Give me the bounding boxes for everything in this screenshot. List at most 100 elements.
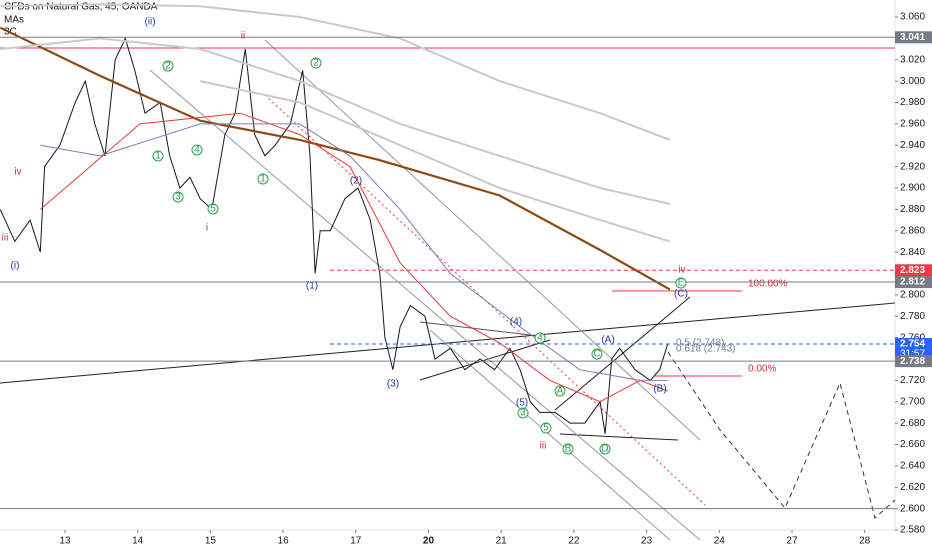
wave-label: iii: [540, 441, 547, 452]
y-tick-label: 3.020: [900, 54, 925, 65]
indicator: MAs: [4, 15, 24, 26]
series-line: [0, 3, 671, 141]
y-tick-label: 2.860: [900, 225, 925, 236]
wave-label: (i): [11, 261, 20, 272]
y-tick-label: 2.920: [900, 161, 925, 172]
wave-circle: [257, 173, 269, 185]
series-line: [0, 26, 671, 291]
chart-title: CFDs on Natural Gas, 45, OANDA: [4, 2, 158, 13]
wave-circle: [191, 144, 203, 156]
wave-label: i: [206, 223, 208, 234]
wave-circle: [207, 203, 219, 215]
x-tick-label: 22: [568, 536, 580, 547]
wave-label: (2): [350, 176, 362, 187]
series-line: [0, 37, 671, 205]
wave-label: (4): [510, 317, 522, 328]
y-tick-label: 2.700: [900, 396, 925, 407]
wave-label: 2: [313, 58, 319, 69]
wave-label: (1): [306, 281, 318, 292]
y-tick-label: 2.600: [900, 503, 925, 514]
price-label: 2.754: [900, 339, 925, 350]
series-line: [199, 80, 671, 243]
x-tick-label: 28: [859, 536, 871, 547]
x-tick-label: 15: [205, 536, 217, 547]
wave-circle: [599, 443, 611, 455]
y-tick-label: 2.900: [900, 183, 925, 194]
wave-label: E: [678, 278, 685, 289]
wave-circle: [310, 57, 322, 69]
wave-label: (C): [674, 289, 688, 300]
wave-circle: [152, 150, 164, 162]
wave-label: iv: [678, 265, 685, 276]
y-tick-label: 2.960: [900, 119, 925, 130]
price-label-bg: [895, 264, 932, 277]
x-tick-label: 24: [714, 536, 726, 547]
x-tick-label: 20: [423, 536, 435, 547]
wave-circle: [540, 422, 552, 434]
wave-circle: [172, 191, 184, 203]
y-tick-label: 2.880: [900, 204, 925, 215]
x-tick-label: 13: [59, 536, 71, 547]
wave-label: 5: [210, 204, 216, 215]
price-label: 2.812: [900, 277, 925, 288]
y-tick-label: 3.060: [900, 12, 925, 23]
series-line: [0, 37, 669, 434]
wave-label: A: [557, 386, 564, 397]
y-tick-label: 2.620: [900, 482, 925, 493]
price-label-bg: [895, 31, 932, 44]
x-tick-label: 21: [496, 536, 508, 547]
y-tick-label: 3.000: [900, 76, 925, 87]
projection: [667, 351, 896, 519]
x-tick-label: 17: [350, 536, 362, 547]
wave-label: 1: [260, 174, 266, 185]
drawing: [264, 39, 701, 441]
wave-label: (A): [601, 335, 614, 346]
series-line: [40, 123, 668, 381]
wave-circle: [554, 385, 566, 397]
wave-label: 100.00%: [748, 279, 788, 290]
drawing: [559, 433, 679, 441]
drawing: [419, 321, 531, 336]
wave-label: 3: [520, 408, 526, 419]
wave-label: (B): [653, 384, 666, 395]
wave-label: 0.00%: [748, 364, 776, 375]
y-tick-label: 2.940: [900, 140, 925, 151]
drawing: [554, 296, 691, 411]
wave-label: B: [565, 444, 572, 455]
wave-label: 0.5 (2.748): [676, 338, 724, 349]
drawing: [429, 329, 671, 541]
wave-label: 2: [165, 61, 171, 72]
wave-label: ii: [241, 31, 245, 42]
drawing: [419, 339, 551, 381]
wave-label: 1: [155, 151, 161, 162]
y-tick-label: 2.760: [900, 332, 925, 343]
wave-label: (3): [387, 379, 399, 390]
countdown: 31:57: [900, 349, 925, 360]
wave-label: (5): [516, 398, 528, 409]
y-tick-label: 2.640: [900, 461, 925, 472]
drawing: [149, 69, 701, 541]
series-line: [39, 112, 668, 403]
wave-label: 5: [543, 423, 549, 434]
price-label-bg: [895, 276, 932, 289]
y-tick-label: 2.720: [900, 375, 925, 386]
y-tick-label: 2.780: [900, 311, 925, 322]
wave-circle: [562, 443, 574, 455]
price-label: 2.823: [900, 265, 925, 276]
wave-label: D: [601, 444, 608, 455]
price-label: 3.041: [900, 32, 925, 43]
x-tick-label: 16: [278, 536, 290, 547]
wave-label: (ii): [144, 17, 155, 28]
drawing: [0, 302, 896, 384]
price-label: 2.738: [900, 356, 925, 367]
wave-circle: [162, 60, 174, 72]
wave-label: 3: [175, 192, 181, 203]
wave-label: iv: [14, 167, 21, 178]
price-label-bg: [895, 355, 932, 368]
y-tick-label: 2.840: [900, 247, 925, 258]
y-tick-label: 2.980: [900, 97, 925, 108]
wave-label: C: [593, 349, 600, 360]
y-tick-label: 2.680: [900, 418, 925, 429]
wave-circle: [517, 407, 529, 419]
